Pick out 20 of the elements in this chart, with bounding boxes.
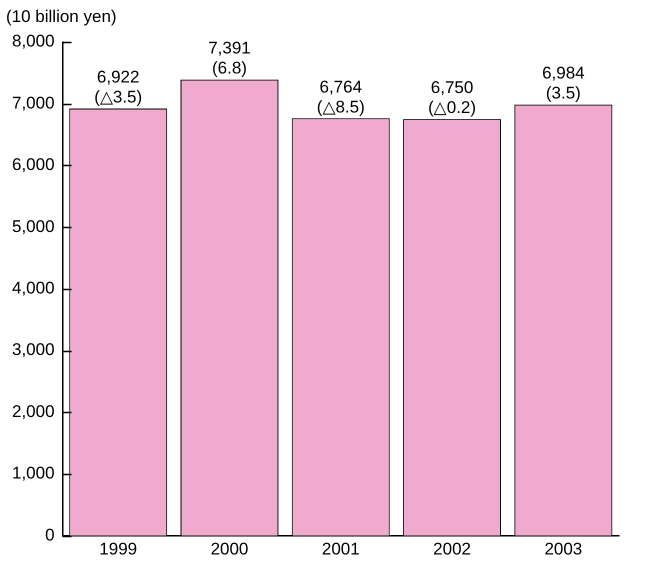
y-tick-label: 1,000 (12, 464, 55, 483)
y-tick-label: 0 (45, 525, 55, 544)
data-label: 6,750 (△0.2) (428, 78, 476, 118)
x-tick-label: 2002 (433, 539, 471, 558)
data-label: 6,922 (△3.5) (94, 68, 142, 107)
x-tick-label: 2000 (210, 539, 248, 558)
y-tick-label: 6,000 (12, 155, 55, 174)
data-label: 6,764 (△8.5) (316, 77, 365, 116)
x-tick-label: 2003 (544, 539, 582, 558)
y-tick-label: 4,000 (12, 278, 55, 298)
data-label: 7,391 (6.8) (208, 38, 251, 78)
y-tick-label: 5,000 (12, 216, 55, 236)
y-axis-title: (10 billion yen) (6, 7, 117, 26)
x-tick-label: 2001 (322, 539, 360, 558)
y-tick-label: 8,000 (12, 32, 55, 51)
y-tick-label: 2,000 (12, 402, 55, 421)
x-tick-label: 1999 (99, 539, 138, 558)
data-label: 6,984 (3.5) (542, 64, 585, 103)
y-tick-label: 7,000 (12, 93, 55, 112)
y-tick-label: 3,000 (12, 340, 55, 360)
